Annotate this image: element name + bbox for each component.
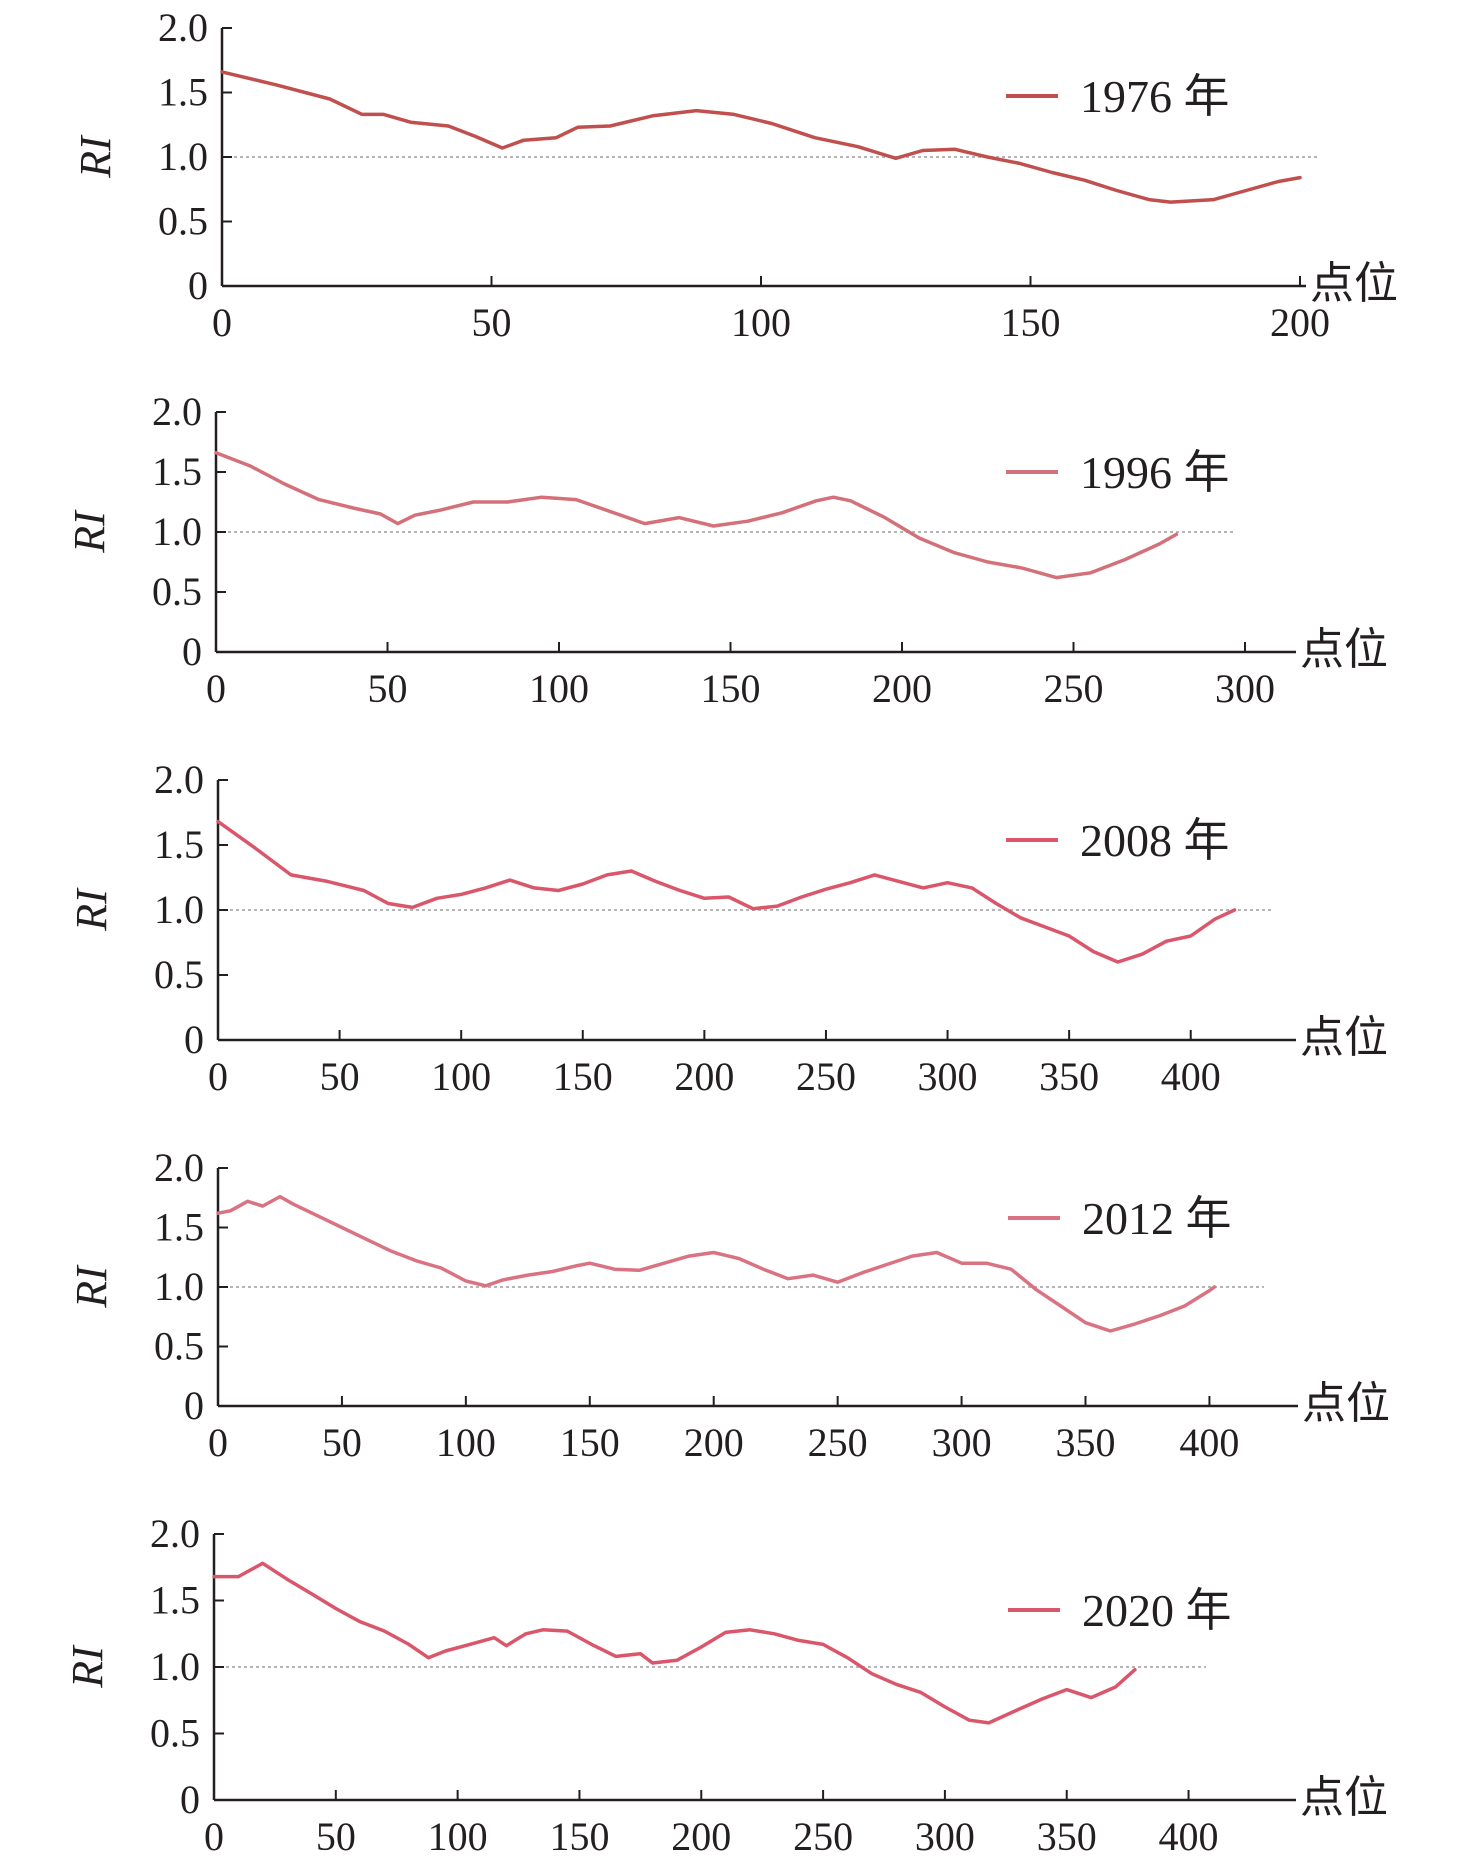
y-tick-label: 0.5 <box>158 199 208 244</box>
chart-panel-2: 0 0.5 1.0 1.5 2.0 0 50 100 150 200 250 300 RI 点位 1996 … <box>65 389 1388 711</box>
legend-label: 2008 年 <box>1080 815 1230 866</box>
y-tick-label: 0 <box>182 629 202 674</box>
series-line <box>216 1194 1217 1333</box>
y-tick-label: 2.0 <box>154 757 204 802</box>
x-tick-label: 150 <box>1001 300 1061 345</box>
x-tick-label: 150 <box>553 1054 613 1099</box>
x-tick-label: 300 <box>932 1420 992 1465</box>
series-line <box>214 451 1179 580</box>
x-tick-label: 0 <box>208 1054 228 1099</box>
x-tick-label: 200 <box>674 1054 734 1099</box>
x-tick-label: 200 <box>872 666 932 711</box>
x-tick-label: 0 <box>212 300 232 345</box>
y-tick-label: 1.0 <box>154 1264 204 1309</box>
x-tick-label: 100 <box>428 1814 488 1859</box>
legend-label: 2012 年 <box>1082 1193 1232 1244</box>
y-tick-label: 1.0 <box>152 509 202 554</box>
y-axis-title: RI <box>67 887 116 932</box>
x-tick-label: 400 <box>1161 1054 1221 1099</box>
y-tick-label: 0 <box>184 1383 204 1428</box>
x-tick-label: 100 <box>731 300 791 345</box>
x-tick-label: 350 <box>1037 1814 1097 1859</box>
x-tick-label: 150 <box>560 1420 620 1465</box>
chart-panel-5: 0 0.5 1.0 1.5 2.0 0 50 100 150 200 250 300 350 400 RI 点… <box>63 1511 1388 1859</box>
x-tick-label: 300 <box>915 1814 975 1859</box>
y-axis-title: RI <box>63 1644 112 1689</box>
y-tick-label: 1.5 <box>150 1578 200 1623</box>
y-axis-title: RI <box>71 134 120 179</box>
y-tick-label: 1.5 <box>154 1205 204 1250</box>
chart-panel-3: 0 0.5 1.0 1.5 2.0 0 50 100 150 200 250 300 350 400 RI 点… <box>67 757 1388 1099</box>
y-tick-label: 2.0 <box>150 1511 200 1556</box>
x-tick-label: 150 <box>549 1814 609 1859</box>
y-tick-label: 0.5 <box>154 1324 204 1369</box>
y-tick-label: 1.0 <box>150 1644 200 1689</box>
x-tick-label: 250 <box>808 1420 868 1465</box>
y-tick-label: 0.5 <box>152 569 202 614</box>
y-tick-label: 0 <box>188 263 208 308</box>
x-tick-label: 250 <box>796 1054 856 1099</box>
series-line <box>220 70 1302 204</box>
x-tick-label: 350 <box>1039 1054 1099 1099</box>
legend-label: 2020 年 <box>1082 1585 1232 1636</box>
x-tick-label: 300 <box>1215 666 1275 711</box>
legend-label: 1996 年 <box>1080 447 1230 498</box>
y-tick-label: 0 <box>184 1017 204 1062</box>
y-tick-label: 2.0 <box>152 389 202 434</box>
x-tick-label: 350 <box>1056 1420 1116 1465</box>
y-tick-label: 1.5 <box>152 449 202 494</box>
x-tick-label: 0 <box>208 1420 228 1465</box>
x-axis-title: 点位 <box>1300 1772 1388 1823</box>
y-tick-label: 0.5 <box>150 1711 200 1756</box>
x-tick-label: 100 <box>529 666 589 711</box>
y-axis-title: RI <box>67 1264 116 1309</box>
chart-panel-1: 0 0.5 1.0 1.5 2.0 0 50 100 150 200 RI 点位 1976 年 <box>71 5 1398 345</box>
y-tick-label: 1.0 <box>158 134 208 179</box>
y-tick-label: 2.0 <box>154 1145 204 1190</box>
x-tick-label: 400 <box>1159 1814 1219 1859</box>
x-tick-label: 50 <box>322 1420 362 1465</box>
x-tick-label: 100 <box>431 1054 491 1099</box>
x-tick-label: 150 <box>701 666 761 711</box>
x-axis-title: 点位 <box>1300 624 1388 675</box>
y-tick-label: 1.5 <box>154 822 204 867</box>
x-tick-label: 0 <box>206 666 226 711</box>
x-tick-label: 400 <box>1179 1420 1239 1465</box>
x-tick-label: 250 <box>1044 666 1104 711</box>
x-tick-label: 100 <box>436 1420 496 1465</box>
x-tick-label: 250 <box>793 1814 853 1859</box>
chart-panel-4: 0 0.5 1.0 1.5 2.0 0 50 100 150 200 250 300 350 400 RI 点… <box>67 1145 1390 1465</box>
x-tick-label: 50 <box>472 300 512 345</box>
x-tick-label: 50 <box>320 1054 360 1099</box>
x-tick-label: 200 <box>1270 300 1330 345</box>
x-tick-label: 300 <box>918 1054 978 1099</box>
y-tick-label: 1.0 <box>154 887 204 932</box>
x-tick-label: 50 <box>316 1814 356 1859</box>
x-tick-label: 50 <box>368 666 408 711</box>
x-axis-title: 点位 <box>1310 258 1398 309</box>
y-tick-label: 2.0 <box>158 5 208 50</box>
y-tick-label: 0.5 <box>154 952 204 997</box>
x-tick-label: 0 <box>204 1814 224 1859</box>
x-axis-title: 点位 <box>1302 1378 1390 1429</box>
legend-label: 1976 年 <box>1080 71 1230 122</box>
y-axis-title: RI <box>65 509 114 554</box>
y-tick-label: 1.5 <box>158 70 208 115</box>
x-tick-label: 200 <box>684 1420 744 1465</box>
x-axis-title: 点位 <box>1300 1012 1388 1063</box>
y-tick-label: 0 <box>180 1777 200 1822</box>
series-line <box>212 1561 1137 1725</box>
series-line <box>216 819 1237 964</box>
x-tick-label: 200 <box>671 1814 731 1859</box>
